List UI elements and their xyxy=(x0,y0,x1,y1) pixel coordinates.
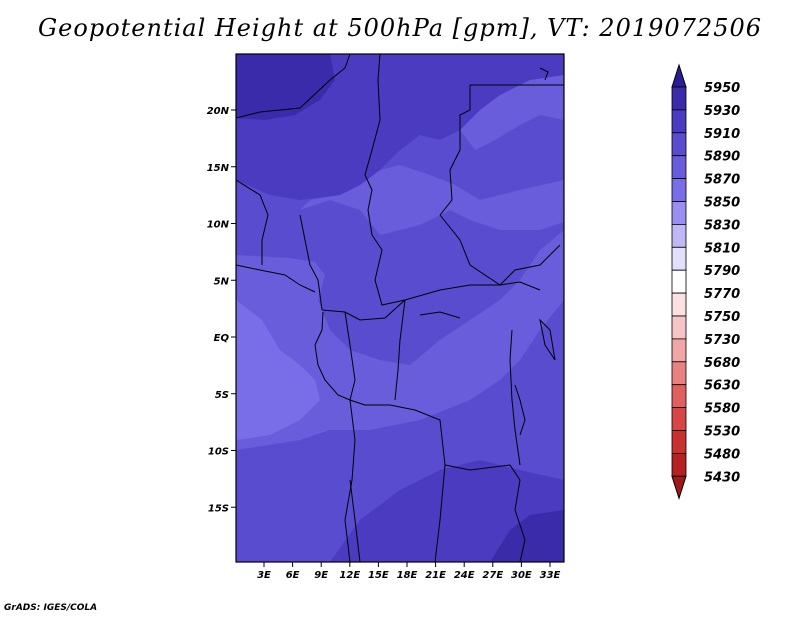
colorbar-level-label: 5890 xyxy=(704,150,740,165)
lon-label: 24E xyxy=(454,570,475,581)
colorbar-segment xyxy=(671,178,687,202)
country-borders xyxy=(236,54,564,562)
colorbar-level-label: 5580 xyxy=(704,402,740,417)
colorbar-segment xyxy=(671,86,687,111)
field-5870-northeast xyxy=(460,75,564,150)
colorbar-segment xyxy=(671,269,687,294)
lon-label: 3E xyxy=(257,570,271,581)
colorbar-segment xyxy=(671,132,687,157)
colorbar-level-label: 5850 xyxy=(704,196,740,211)
colorbar-top-arrow xyxy=(671,63,687,88)
colorbar-segment xyxy=(671,315,687,340)
lat-label: 20N xyxy=(207,106,230,117)
lat-label: 15N xyxy=(207,163,230,174)
colorbar-level-label: 5930 xyxy=(704,104,740,119)
colorbar-segment xyxy=(671,361,687,386)
grads-credit: GrADS: IGES/COLA xyxy=(4,603,98,613)
colorbar-level-label: 5630 xyxy=(704,379,740,394)
colorbar-level-label: 5810 xyxy=(704,241,740,256)
colorbar-level-label: 5530 xyxy=(704,425,740,440)
colorbar-level-label: 5830 xyxy=(704,218,740,233)
map-title: Geopotential Height at 500hPa [gpm], VT:… xyxy=(38,14,762,42)
lon-label: 18E xyxy=(397,570,418,581)
colorbar-segment xyxy=(671,292,687,317)
field-5930-southeast xyxy=(490,510,564,562)
latitude-axis: 20N 15N 10N 5N EQ 5S 10S 15S xyxy=(207,106,236,514)
field-5850 xyxy=(236,300,320,440)
colorbar-level-label: 5680 xyxy=(704,356,740,371)
field-5930-northwest xyxy=(236,54,335,120)
colorbar-segment xyxy=(671,384,687,409)
colorbar-segment xyxy=(671,109,687,134)
longitude-axis: 3E 6E 9E 12E 15E 18E 21E 24E 27E 30E 33E xyxy=(257,562,561,581)
colorbar-segment xyxy=(671,430,687,454)
lat-label: 10S xyxy=(208,447,229,458)
colorbar-level-label: 5910 xyxy=(704,127,740,142)
colorbar-level-label: 5950 xyxy=(704,81,740,96)
lat-label: 5S xyxy=(215,390,229,401)
lat-label: 10N xyxy=(207,220,230,231)
field-5910-south xyxy=(330,460,564,562)
colorbar-level-label: 5730 xyxy=(704,333,740,348)
lon-label: 27E xyxy=(482,570,503,581)
map-frame xyxy=(235,53,565,563)
colorbar-level-label: 5870 xyxy=(704,173,740,188)
lat-label: EQ xyxy=(214,333,230,344)
height-field xyxy=(236,54,564,562)
colorbar-level-label: 5790 xyxy=(704,264,740,279)
lon-label: 12E xyxy=(339,570,360,581)
colorbar-segment xyxy=(671,155,687,179)
colorbar-level-label: 5430 xyxy=(704,470,740,485)
lon-label: 15E xyxy=(368,570,389,581)
colorbar-bottom-arrow xyxy=(671,475,687,500)
lon-label: 30E xyxy=(511,570,532,581)
colorbar-level-label: 5750 xyxy=(704,310,740,325)
lon-label: 6E xyxy=(286,570,300,581)
colorbar-segment xyxy=(671,338,687,363)
colorbar-segment xyxy=(671,407,687,431)
colorbar-level-label: 5770 xyxy=(704,287,740,302)
colorbar-segment xyxy=(671,452,687,477)
colorbar-segment xyxy=(671,201,687,225)
colorbar-level-label: 5480 xyxy=(704,447,740,462)
lat-label: 15S xyxy=(208,503,229,514)
colorbar-segment xyxy=(671,223,687,248)
lon-label: 21E xyxy=(425,570,446,581)
colorbar: 5950 5930 5910 5890 5870 5850 5830 5810 5790 5770… xyxy=(671,63,740,500)
field-5870-north xyxy=(300,165,564,235)
lon-label: 33E xyxy=(540,570,561,581)
lat-label: 5N xyxy=(214,276,230,287)
colorbar-segment xyxy=(671,246,687,271)
lon-label: 9E xyxy=(314,570,328,581)
